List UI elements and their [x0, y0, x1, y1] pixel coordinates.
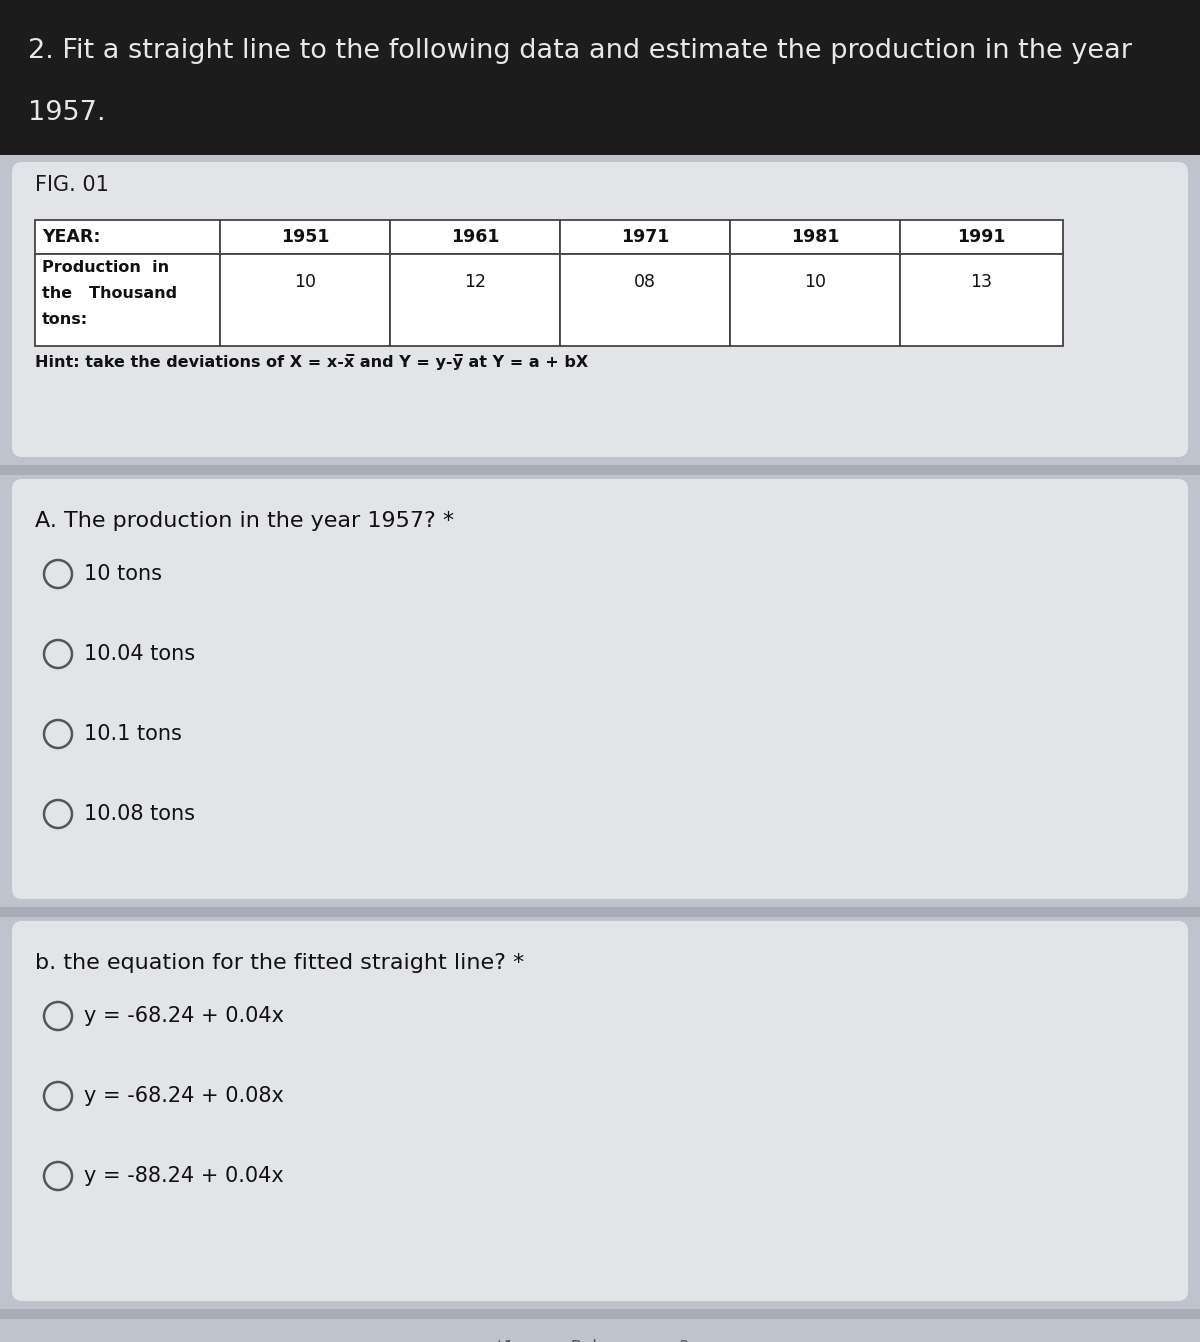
Bar	[900, 220, 1063, 254]
Bar	[390, 254, 560, 346]
Bar	[35, 254, 220, 346]
Text: y = -68.24 + 0.04x: y = -68.24 + 0.04x	[84, 1006, 284, 1027]
Text: 12: 12	[464, 272, 486, 291]
Text: • t1.com   Bola   ×   mn3   △: • t1.com Bola × mn3 △	[482, 1339, 718, 1342]
FancyBboxPatch shape	[12, 479, 1188, 899]
Text: 1981: 1981	[791, 228, 839, 246]
Bar	[560, 254, 730, 346]
FancyBboxPatch shape	[12, 921, 1188, 1300]
Bar	[390, 220, 560, 254]
Text: 1961: 1961	[451, 228, 499, 246]
Text: 13: 13	[971, 272, 992, 291]
Text: 1991: 1991	[958, 228, 1006, 246]
Text: 2. Fit a straight line to the following data and estimate the production in the : 2. Fit a straight line to the following …	[28, 38, 1132, 64]
Text: 1971: 1971	[620, 228, 670, 246]
Bar	[0, 464, 1200, 475]
Text: Production  in: Production in	[42, 260, 169, 275]
Text: y = -88.24 + 0.04x: y = -88.24 + 0.04x	[84, 1166, 283, 1186]
Text: b. the equation for the fitted straight line? *: b. the equation for the fitted straight …	[35, 953, 524, 973]
Text: YEAR:: YEAR:	[42, 228, 101, 246]
Text: A. The production in the year 1957? *: A. The production in the year 1957? *	[35, 511, 454, 531]
Bar	[730, 254, 900, 346]
Bar	[220, 254, 390, 346]
Text: y = -68.24 + 0.08x: y = -68.24 + 0.08x	[84, 1086, 284, 1106]
Text: Hint: take the deviations of X = x-x̅ and Y = y-y̅ at Y = a + bX: Hint: take the deviations of X = x-x̅ an…	[35, 354, 588, 370]
Text: tons:: tons:	[42, 313, 88, 327]
Text: 10.08 tons: 10.08 tons	[84, 804, 194, 824]
Bar	[35, 220, 220, 254]
Text: 10.1 tons: 10.1 tons	[84, 723, 182, 743]
Text: 10: 10	[294, 272, 316, 291]
Text: 10.04 tons: 10.04 tons	[84, 644, 196, 664]
Bar	[220, 220, 390, 254]
Text: the   Thousand: the Thousand	[42, 286, 178, 302]
Bar	[0, 0, 1200, 154]
Text: FIG. 01: FIG. 01	[35, 174, 109, 195]
Bar	[900, 254, 1063, 346]
Bar	[0, 907, 1200, 917]
Text: 10 tons: 10 tons	[84, 564, 162, 584]
Text: 10: 10	[804, 272, 826, 291]
Bar	[0, 1308, 1200, 1319]
FancyBboxPatch shape	[12, 162, 1188, 458]
Text: 08: 08	[634, 272, 656, 291]
Bar	[560, 220, 730, 254]
Text: 1957.: 1957.	[28, 101, 106, 126]
Text: 1951: 1951	[281, 228, 329, 246]
Bar	[730, 220, 900, 254]
